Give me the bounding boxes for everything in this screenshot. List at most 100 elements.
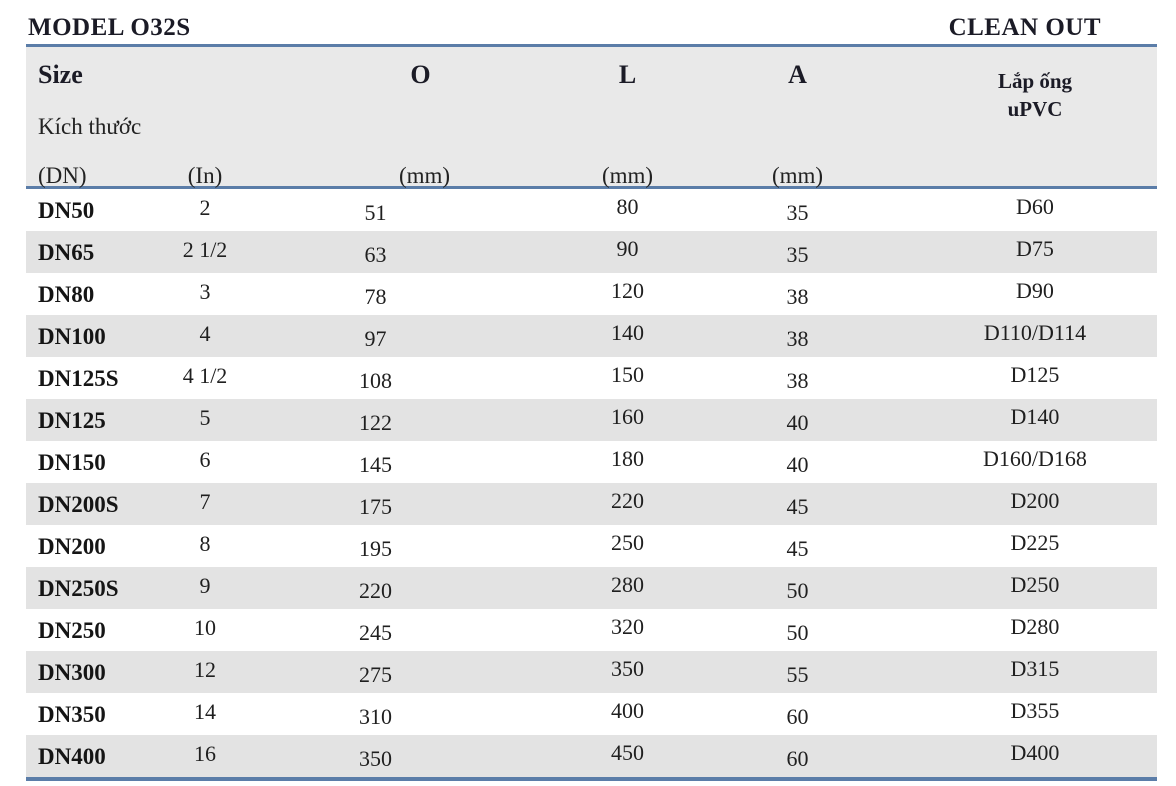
row-in-value: 9: [199, 573, 211, 598]
table-row: DN125S 4 1/2 108 150 38 D125: [26, 357, 1157, 399]
row-upvc-value: D250: [1010, 572, 1060, 597]
o-unit: (mm): [398, 162, 451, 188]
row-l-value: 120: [611, 278, 644, 303]
row-in-value: 2 1/2: [182, 237, 228, 262]
header-cell-size: Size Kích thước (DN): [26, 47, 150, 196]
row-size-value: DN400: [38, 743, 106, 769]
row-o-value: 245: [359, 620, 392, 645]
row-size-value: DN65: [38, 239, 95, 265]
row-upvc-value: D90: [1016, 278, 1054, 303]
dimension-sheet: MODEL O32S CLEAN OUT Size Kích thước (DN…: [26, 8, 1157, 781]
row-l-value: 90: [616, 236, 639, 261]
model-title: MODEL O32S: [28, 14, 191, 41]
table-row: DN80 3 78 120 38 D90: [26, 273, 1157, 315]
table-row: DN65 2 1/2 63 90 35 D75: [26, 231, 1157, 273]
row-size-value: DN80: [38, 281, 95, 307]
row-o-value: 78: [364, 284, 387, 309]
row-size-value: DN250S: [38, 575, 119, 601]
row-a-value: 40: [786, 452, 809, 477]
row-a-value: 50: [786, 578, 809, 603]
row-l-value: 80: [616, 194, 639, 219]
row-upvc-value: D60: [1016, 194, 1054, 219]
table-row: DN250 10 245 320 50 D280: [26, 609, 1157, 651]
size-title: Size: [38, 60, 83, 89]
title-bar: MODEL O32S CLEAN OUT: [26, 8, 1157, 44]
table-row: DN125 5 122 160 40 D140: [26, 399, 1157, 441]
size-unit: (DN): [38, 162, 87, 188]
in-unit: (In): [187, 162, 223, 188]
row-o-value: 195: [359, 536, 392, 561]
row-in-value: 16: [194, 741, 216, 766]
row-in-value: 12: [194, 657, 216, 682]
row-o-value: 97: [364, 326, 387, 351]
table-row: DN150 6 145 180 40 D160/D168: [26, 441, 1157, 483]
row-a-value: 50: [786, 620, 809, 645]
row-upvc-value: D200: [1010, 488, 1060, 513]
row-upvc-value: D315: [1010, 656, 1060, 681]
row-a-value: 38: [786, 326, 809, 351]
row-l-value: 160: [611, 404, 644, 429]
header-cell-l: L (mm): [545, 47, 710, 196]
row-l-value: 250: [611, 530, 644, 555]
upvc-label: Lắp ống uPVC: [997, 69, 1073, 122]
row-upvc-value: D110/D114: [983, 320, 1087, 345]
row-size-value: DN300: [38, 659, 106, 685]
l-unit: (mm): [601, 162, 654, 188]
bottom-rule: [26, 777, 1157, 781]
row-l-value: 280: [611, 572, 644, 597]
table-row: DN300 12 275 350 55 D315: [26, 651, 1157, 693]
row-in-value: 4: [199, 321, 211, 346]
row-size-value: DN250: [38, 617, 106, 643]
row-in-value: 10: [194, 615, 216, 640]
row-a-value: 35: [786, 242, 809, 267]
row-o-value: 175: [359, 494, 392, 519]
row-upvc-value: D140: [1010, 404, 1060, 429]
table-row: DN250S 9 220 280 50 D250: [26, 567, 1157, 609]
l-label: L: [618, 60, 637, 89]
row-a-value: 35: [786, 200, 809, 225]
header-cell-a: A (mm): [710, 47, 885, 196]
row-size-value: DN350: [38, 701, 106, 727]
row-size-value: DN150: [38, 449, 106, 475]
table-row: DN50 2 51 80 35 D60: [26, 189, 1157, 231]
row-in-value: 8: [199, 531, 211, 556]
header-cell-upvc: Lắp ống uPVC: [885, 47, 1157, 196]
row-in-value: 2: [199, 195, 211, 220]
header-cell-o: O (mm): [260, 47, 545, 196]
row-upvc-value: D125: [1010, 362, 1060, 387]
row-a-value: 38: [786, 284, 809, 309]
row-size-value: DN100: [38, 323, 106, 349]
row-o-value: 220: [359, 578, 392, 603]
row-in-value: 4 1/2: [182, 363, 228, 388]
row-upvc-value: D160/D168: [983, 446, 1087, 471]
a-unit: (mm): [771, 162, 824, 188]
row-l-value: 150: [611, 362, 644, 387]
row-l-value: 180: [611, 446, 644, 471]
row-in-value: 14: [194, 699, 216, 724]
product-title: CLEAN OUT: [948, 14, 1101, 41]
top-rule: [26, 44, 1157, 47]
row-a-value: 60: [786, 746, 809, 771]
row-in-value: 5: [199, 405, 211, 430]
row-in-value: 7: [199, 489, 211, 514]
table-row: DN200S 7 175 220 45 D200: [26, 483, 1157, 525]
row-o-value: 145: [359, 452, 392, 477]
header-cell-in: (In): [150, 47, 260, 196]
row-size-value: DN50: [38, 197, 95, 223]
table-row: DN400 16 350 450 60 D400: [26, 735, 1157, 777]
row-l-value: 320: [611, 614, 644, 639]
table-row: DN200 8 195 250 45 D225: [26, 525, 1157, 567]
row-a-value: 60: [786, 704, 809, 729]
size-subtitle: Kích thước: [38, 113, 142, 139]
row-upvc-value: D75: [1016, 236, 1054, 261]
row-l-value: 400: [611, 698, 644, 723]
row-in-value: 6: [199, 447, 211, 472]
row-size-value: DN200S: [38, 491, 119, 517]
row-size-value: DN200: [38, 533, 106, 559]
row-size-value: DN125: [38, 407, 106, 433]
row-o-value: 350: [359, 746, 392, 771]
row-upvc-value: D400: [1010, 740, 1060, 765]
row-in-value: 3: [199, 279, 211, 304]
row-o-value: 63: [364, 242, 387, 267]
